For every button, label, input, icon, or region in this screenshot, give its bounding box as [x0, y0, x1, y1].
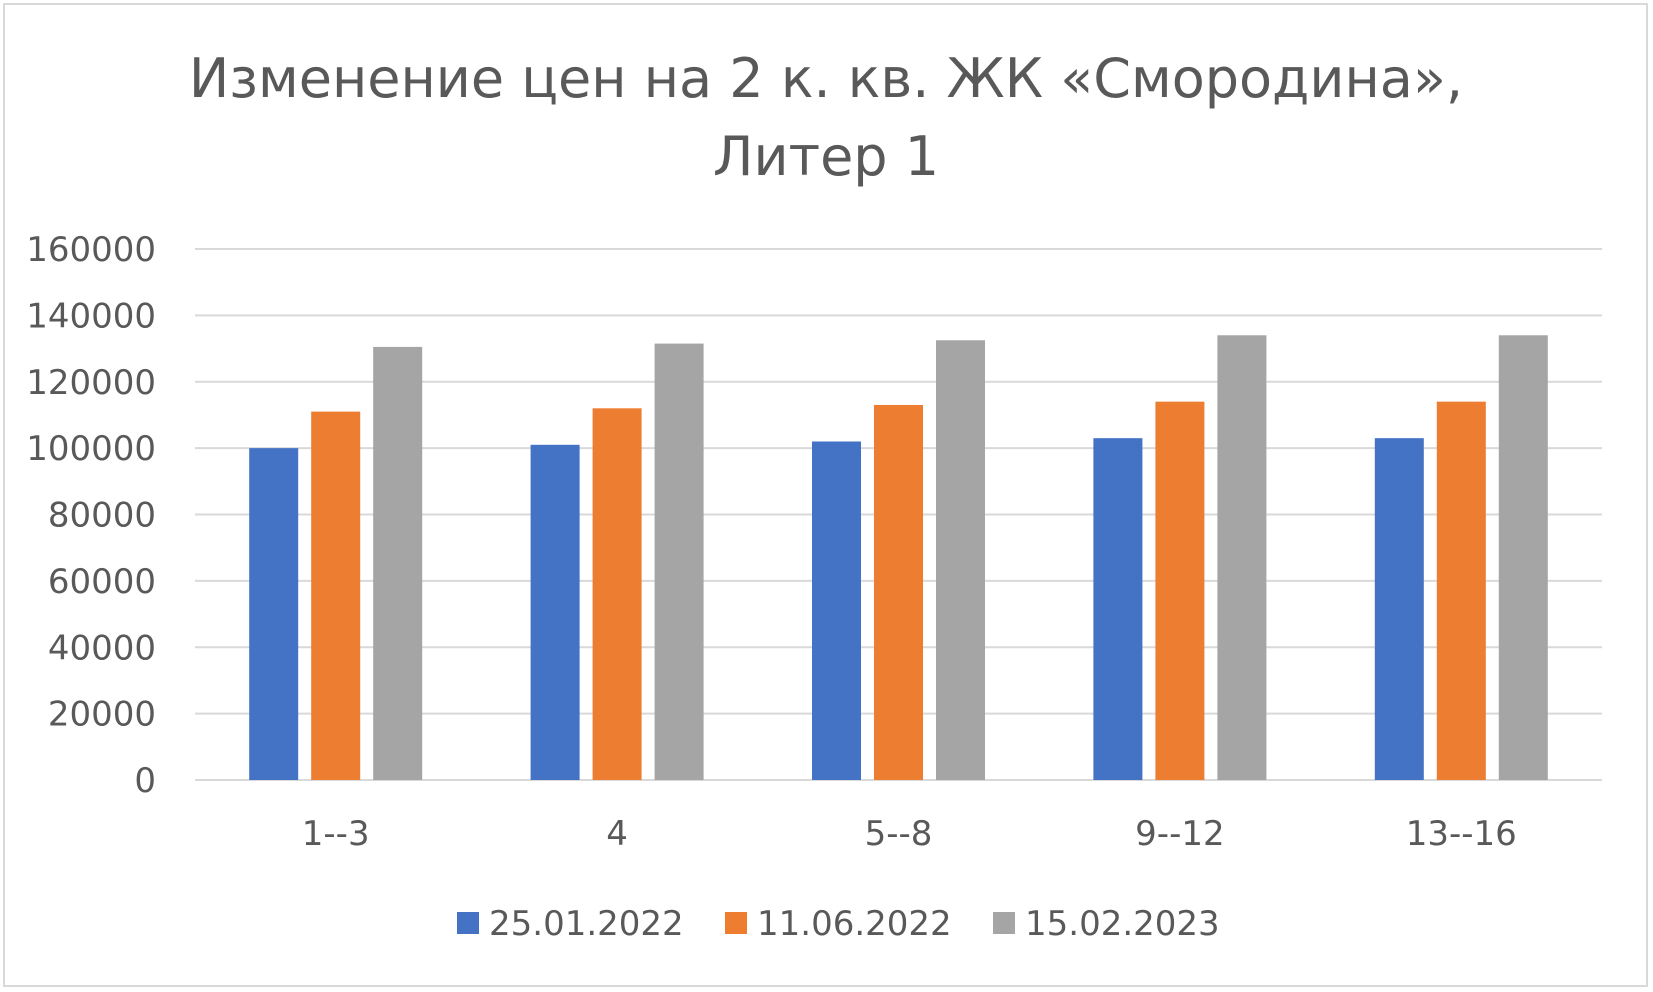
- bar-15.02.2023-1--3: [373, 346, 423, 780]
- bar-15.02.2023-4: [654, 343, 704, 780]
- y-tick-label: 20000: [48, 695, 156, 735]
- x-tick-label: 9--12: [1135, 814, 1224, 854]
- y-tick-label: 100000: [26, 429, 156, 469]
- bars: [249, 335, 1548, 780]
- y-tick-label: 40000: [48, 628, 156, 668]
- legend-swatch: [457, 912, 479, 934]
- x-axis-ticks: 1--3 4 5--8 9--12 13--16: [302, 814, 1517, 854]
- y-tick-label: 160000: [26, 230, 156, 270]
- x-tick-label: 13--16: [1406, 814, 1517, 854]
- x-tick-label: 4: [606, 814, 628, 854]
- bar-11.06.2022-4: [592, 408, 642, 780]
- bar-15.02.2023-13--16: [1498, 335, 1548, 780]
- bar-11.06.2022-1--3: [311, 411, 361, 780]
- legend-label: 11.06.2022: [757, 904, 952, 944]
- chart-title-line-2: Литер 1: [713, 125, 939, 188]
- legend: 25.01.2022 11.06.2022 15.02.2023: [457, 904, 1220, 944]
- legend-label: 25.01.2022: [489, 904, 684, 944]
- bar-11.06.2022-13--16: [1436, 401, 1486, 780]
- y-tick-label: 60000: [48, 562, 156, 602]
- bar-25.01.2022-13--16: [1374, 438, 1424, 780]
- bar-25.01.2022-9--12: [1093, 438, 1143, 780]
- y-tick-label: 80000: [48, 496, 156, 536]
- chart-title-line-1: Изменение цен на 2 к. кв. ЖК «Смородина»…: [189, 47, 1463, 110]
- y-tick-label: 120000: [26, 363, 156, 403]
- bar-25.01.2022-5--8: [812, 441, 861, 780]
- bar-11.06.2022-5--8: [874, 404, 923, 780]
- bar-15.02.2023-9--12: [1217, 335, 1267, 780]
- bar-25.01.2022-4: [530, 444, 580, 780]
- y-tick-label: 0: [134, 761, 156, 801]
- x-tick-label: 1--3: [302, 814, 370, 854]
- y-tick-label: 140000: [26, 296, 156, 336]
- legend-swatch: [993, 912, 1015, 934]
- chart-title: Изменение цен на 2 к. кв. ЖК «Смородина»…: [189, 47, 1463, 188]
- x-tick-label: 5--8: [865, 814, 933, 854]
- y-axis-ticks: 0 20000 40000 60000 80000 100000 120000 140000 1…: [26, 230, 156, 801]
- bar-11.06.2022-9--12: [1155, 401, 1205, 780]
- legend-swatch: [725, 912, 747, 934]
- bar-15.02.2023-5--8: [936, 340, 985, 780]
- legend-label: 15.02.2023: [1025, 904, 1220, 944]
- bar-25.01.2022-1--3: [249, 448, 299, 780]
